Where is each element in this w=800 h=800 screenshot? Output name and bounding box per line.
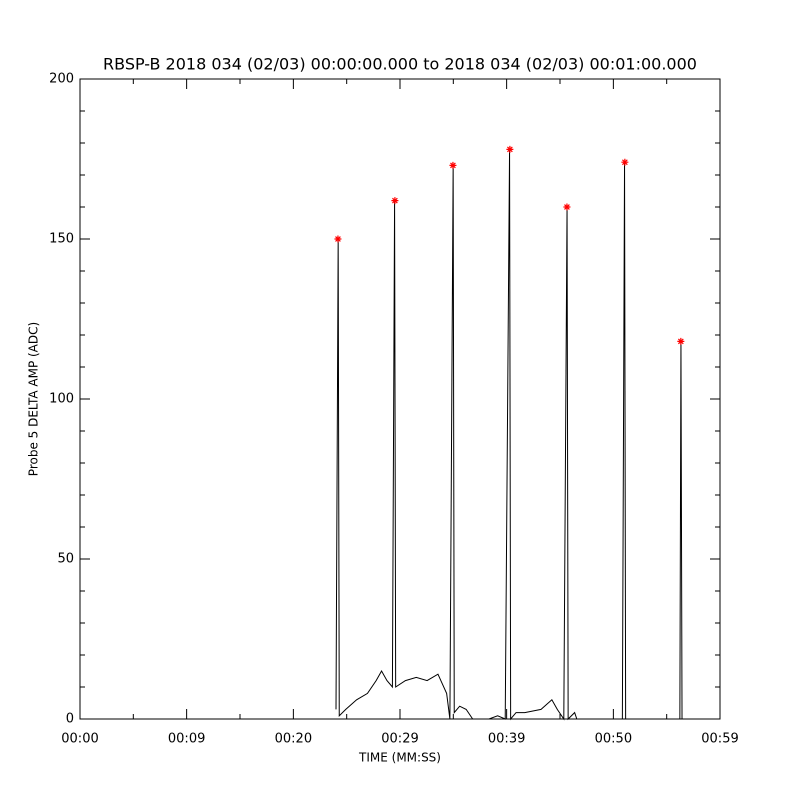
x-axis-label: TIME (MM:SS) [358, 751, 441, 765]
y-tick-label: 150 [49, 232, 74, 247]
peak-marker [563, 203, 571, 211]
x-tick-label: 00:39 [488, 732, 525, 747]
peak-marker [391, 197, 399, 205]
trace-line [335, 149, 683, 721]
x-tick-label: 00:50 [595, 732, 632, 747]
x-tick-label: 00:20 [275, 732, 312, 747]
peak-marker [334, 235, 342, 243]
y-axis-label: Probe 5 DELTA AMP (ADC) [27, 322, 41, 476]
chart-title: RBSP-B 2018 034 (02/03) 00:00:00.000 to … [103, 55, 697, 74]
y-tick-label: 50 [57, 552, 74, 567]
y-tick-label: 200 [49, 72, 74, 87]
x-tick-label: 00:29 [381, 732, 418, 747]
x-tick-label: 00:59 [701, 732, 738, 747]
peak-marker [449, 161, 457, 169]
peak-marker [506, 145, 514, 153]
peak-marker [621, 158, 629, 166]
x-tick-label: 00:09 [168, 732, 205, 747]
y-tick-label: 0 [66, 712, 74, 727]
y-tick-label: 100 [49, 392, 74, 407]
x-tick-label: 00:00 [61, 732, 98, 747]
peak-marker [677, 337, 685, 345]
